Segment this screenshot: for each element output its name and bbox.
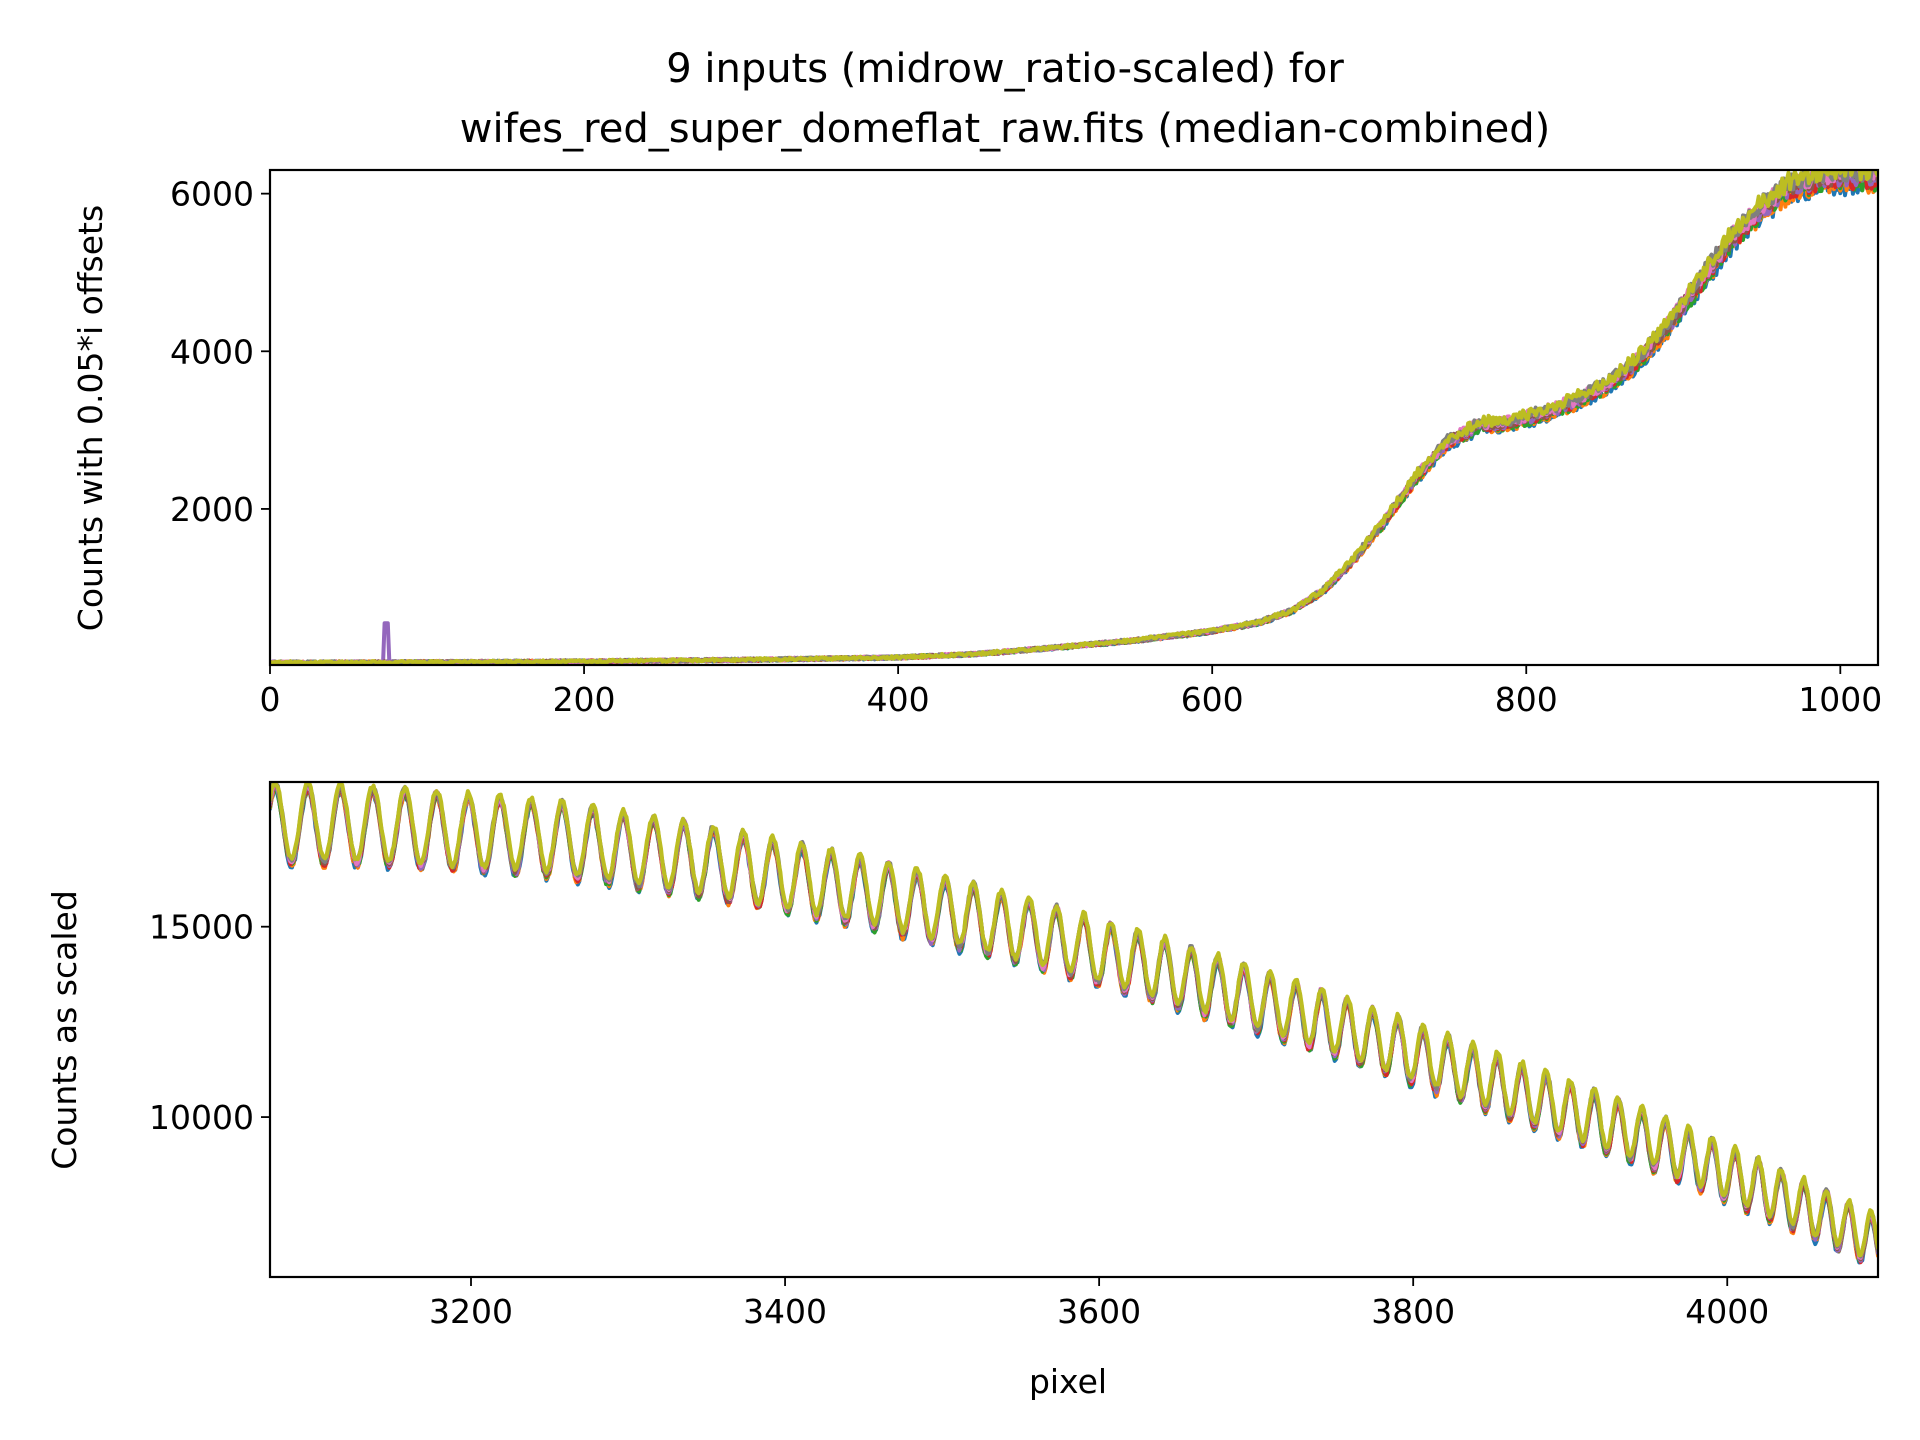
top-panel-series-5-line	[270, 170, 1878, 665]
top-panel-series-9-line	[270, 170, 1878, 665]
top-panel-x-tick-label: 600	[1181, 680, 1244, 719]
bottom-panel-y-axis-label: Counts as scaled	[45, 890, 84, 1170]
bottom-panel-x-tick-label: 3200	[429, 1292, 513, 1331]
top-panel-series-3-line	[270, 170, 1878, 665]
top-panel-x-tick-label: 400	[867, 680, 930, 719]
top-panel-axes-frame	[268, 168, 1880, 667]
bottom-panel-y-tick-label: 10000	[149, 1098, 254, 1137]
bottom-panel-y-tick-label: 15000	[149, 908, 254, 947]
bottom-panel-series-9-line	[270, 782, 1878, 1258]
top-panel-series-8-line	[270, 170, 1878, 665]
top-panel-series-4-line	[270, 170, 1878, 665]
bottom-panel-axes-frame	[268, 780, 1880, 1279]
top-panel-x-tick-label: 200	[553, 680, 616, 719]
top-panel-series-1-line	[270, 174, 1878, 665]
bottom-panel-traces	[270, 782, 1878, 1265]
bottom-panel-counts-scaled-plot: 3200 3400 3600 3800 4000 10000 15000	[149, 780, 1880, 1331]
top-panel-x-tick-label: 1000	[1798, 680, 1882, 719]
top-panel-series-7-line	[270, 170, 1878, 665]
bottom-panel-x-axis-label: pixel	[1029, 1362, 1107, 1401]
top-panel-x-tick-label: 0	[260, 680, 281, 719]
top-panel-traces	[270, 170, 1878, 665]
top-panel-y-tick-label: 4000	[170, 332, 254, 371]
chart-title-line-1: 9 inputs (midrow_ratio-scaled) for	[666, 46, 1344, 92]
chart-title-line-2: wifes_red_super_domeflat_raw.fits (media…	[460, 106, 1550, 152]
bottom-panel-x-tick-label: 3600	[1057, 1292, 1141, 1331]
top-panel-count-offsets-plot: 0 200 400 600 800 1000 2000 4000 6000	[170, 168, 1882, 719]
top-panel-series-6-line	[270, 170, 1878, 665]
top-panel-series-2-line	[270, 172, 1878, 665]
top-panel-x-tick-label: 800	[1495, 680, 1558, 719]
top-panel-y-tick-label: 2000	[170, 490, 254, 529]
bottom-panel-x-tick-label: 3400	[743, 1292, 827, 1331]
bottom-panel-x-tick-label: 3800	[1371, 1292, 1455, 1331]
bottom-panel-x-tick-label: 4000	[1685, 1292, 1769, 1331]
top-panel-y-tick-label: 6000	[170, 175, 254, 214]
top-panel-y-axis-label: Counts with 0.05*i offsets	[71, 205, 110, 631]
